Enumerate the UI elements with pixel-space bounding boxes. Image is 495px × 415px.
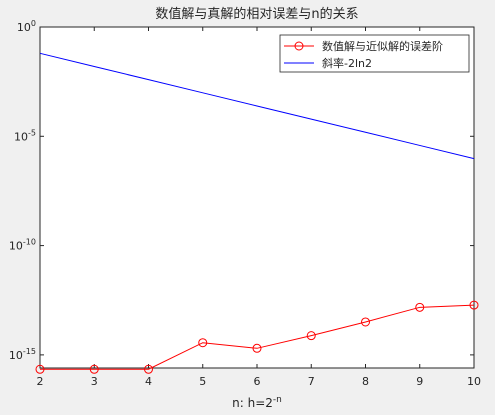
x-tick-label: 9 — [416, 375, 423, 388]
x-tick-label: 2 — [37, 375, 44, 388]
data-point-0 — [35, 364, 45, 374]
legend-box — [279, 34, 470, 73]
x-tick-label: 6 — [254, 375, 261, 388]
data-point-0 — [252, 343, 262, 353]
x-axis-label: n: h=2-n — [232, 395, 282, 410]
series-line-1 — [39, 52, 475, 160]
y-axis-ticks: 100 10-5 10-10 10-15 — [9, 19, 474, 362]
series-layer — [35, 52, 479, 374]
x-axis-label-main: n: h=2 — [232, 396, 273, 410]
y-tick-label: 10-15 — [9, 347, 36, 362]
x-tick-label: 3 — [91, 375, 98, 388]
x-axis-ticks: 2 3 4 5 6 7 8 9 10 — [37, 27, 481, 388]
data-point-0 — [306, 331, 316, 341]
legend-marker-error — [294, 41, 304, 51]
data-point-0 — [361, 317, 370, 327]
legend[interactable]: 数值解与近似解的误差阶 斜率-2ln2 — [279, 34, 470, 73]
x-tick-label: 7 — [308, 375, 315, 388]
x-tick-label: 10 — [467, 375, 481, 388]
data-point-0 — [469, 300, 479, 310]
y-tick-label: 10-5 — [14, 128, 36, 143]
x-tick-label: 8 — [362, 375, 369, 388]
x-tick-label: 5 — [199, 375, 206, 388]
x-axis-label-sup: -n — [273, 395, 282, 405]
data-point-0 — [89, 364, 99, 374]
data-point-0 — [198, 338, 208, 348]
legend-label-error: 数值解与近似解的误差阶 — [322, 39, 443, 53]
y-tick-label: 10-10 — [9, 238, 36, 253]
series-line-0 — [40, 304, 475, 370]
y-tick-label: 100 — [17, 19, 36, 34]
data-point-0 — [144, 364, 153, 374]
legend-label-slope: 斜率-2ln2 — [322, 56, 372, 70]
data-point-0 — [415, 302, 425, 312]
chart-title: 数值解与真解的相对误差与n的关系 — [155, 6, 358, 22]
x-tick-label: 4 — [145, 375, 152, 388]
plot-area — [39, 26, 475, 369]
